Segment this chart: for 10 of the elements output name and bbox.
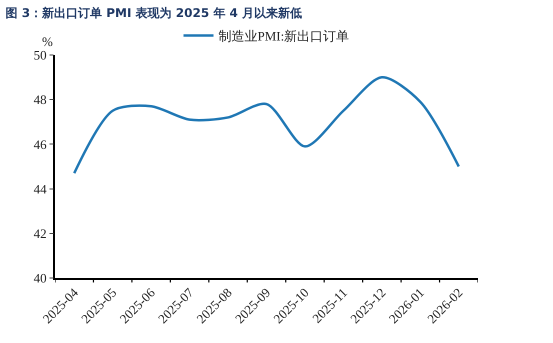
chart-title: 图 3：新出口订单 PMI 表现为 2025 年 4 月以来新低 (6, 6, 302, 20)
legend-label: 制造业PMI:新出口订单 (218, 28, 350, 44)
y-tick-label: 50 (34, 48, 47, 63)
y-tick-label: 44 (34, 181, 48, 196)
y-tick-label: 46 (34, 136, 48, 152)
y-tick-label: 48 (34, 92, 47, 108)
y-tick-label: 42 (34, 226, 47, 241)
y-axis-title: % (42, 34, 53, 49)
y-tick-label: 40 (34, 270, 47, 286)
line-series (72, 76, 460, 174)
